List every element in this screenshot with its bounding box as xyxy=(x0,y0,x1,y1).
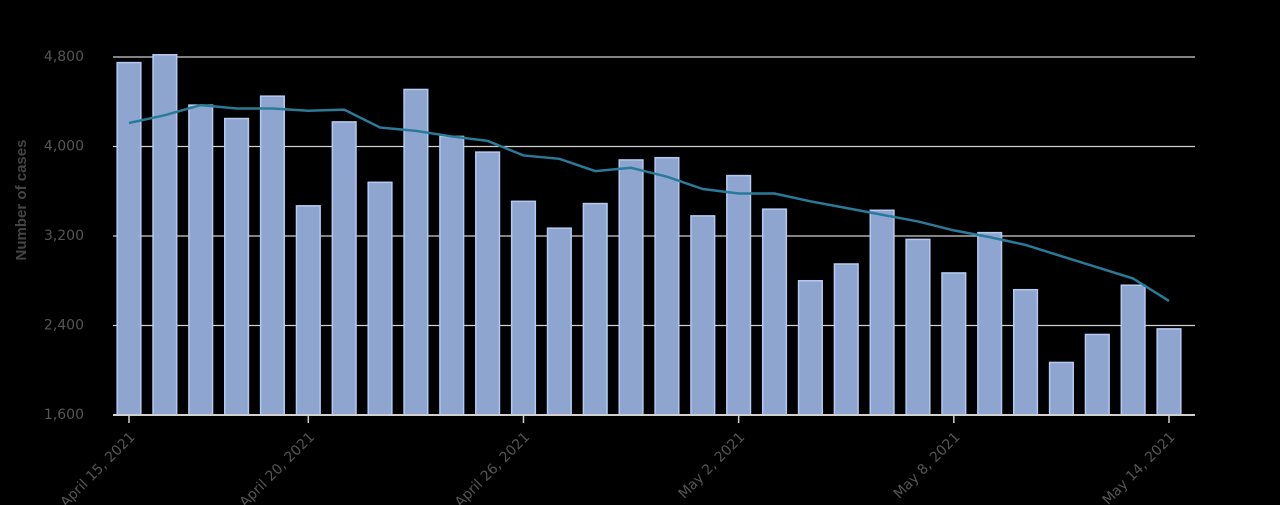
y-tick-label: 3,200 xyxy=(44,228,84,244)
y-tick-label: 4,000 xyxy=(44,139,84,155)
x-tick-label: April 26, 2021 xyxy=(452,429,533,505)
bar xyxy=(905,238,931,416)
bar xyxy=(1156,328,1182,416)
x-tick-label: May 2, 2021 xyxy=(676,429,749,502)
bar xyxy=(1048,361,1074,416)
y-axis-title: Number of cases xyxy=(13,140,30,261)
bar xyxy=(833,263,859,416)
bar xyxy=(510,200,537,416)
bar xyxy=(475,151,501,416)
bar xyxy=(618,159,644,416)
bar xyxy=(797,280,823,416)
bar xyxy=(152,54,178,416)
x-tick-label: April 20, 2021 xyxy=(237,429,318,505)
bar xyxy=(1120,284,1146,416)
bar xyxy=(259,95,286,416)
average-line xyxy=(128,103,1170,302)
bar xyxy=(869,209,895,416)
bar xyxy=(690,215,716,416)
x-tick-label: May 8, 2021 xyxy=(891,429,964,502)
x-tick-label: May 14, 2021 xyxy=(1100,429,1179,505)
bar xyxy=(761,208,788,416)
bar xyxy=(367,181,393,416)
y-tick-label: 2,400 xyxy=(44,318,84,334)
bar xyxy=(224,117,250,416)
bar xyxy=(726,174,752,416)
bar xyxy=(977,231,1003,416)
bar xyxy=(582,202,608,416)
bar xyxy=(188,104,214,416)
bar xyxy=(403,88,429,416)
x-tick-label: April 15, 2021 xyxy=(57,429,138,505)
bar xyxy=(1012,288,1039,416)
bar xyxy=(295,205,321,416)
bar xyxy=(1084,333,1110,416)
bar xyxy=(546,227,572,416)
bar xyxy=(941,272,967,416)
bar xyxy=(116,61,142,416)
y-tick-label: 4,800 xyxy=(44,49,84,65)
bar xyxy=(654,156,680,416)
y-tick-label: 1,600 xyxy=(44,407,84,423)
bar xyxy=(439,135,465,416)
bar xyxy=(331,121,357,416)
